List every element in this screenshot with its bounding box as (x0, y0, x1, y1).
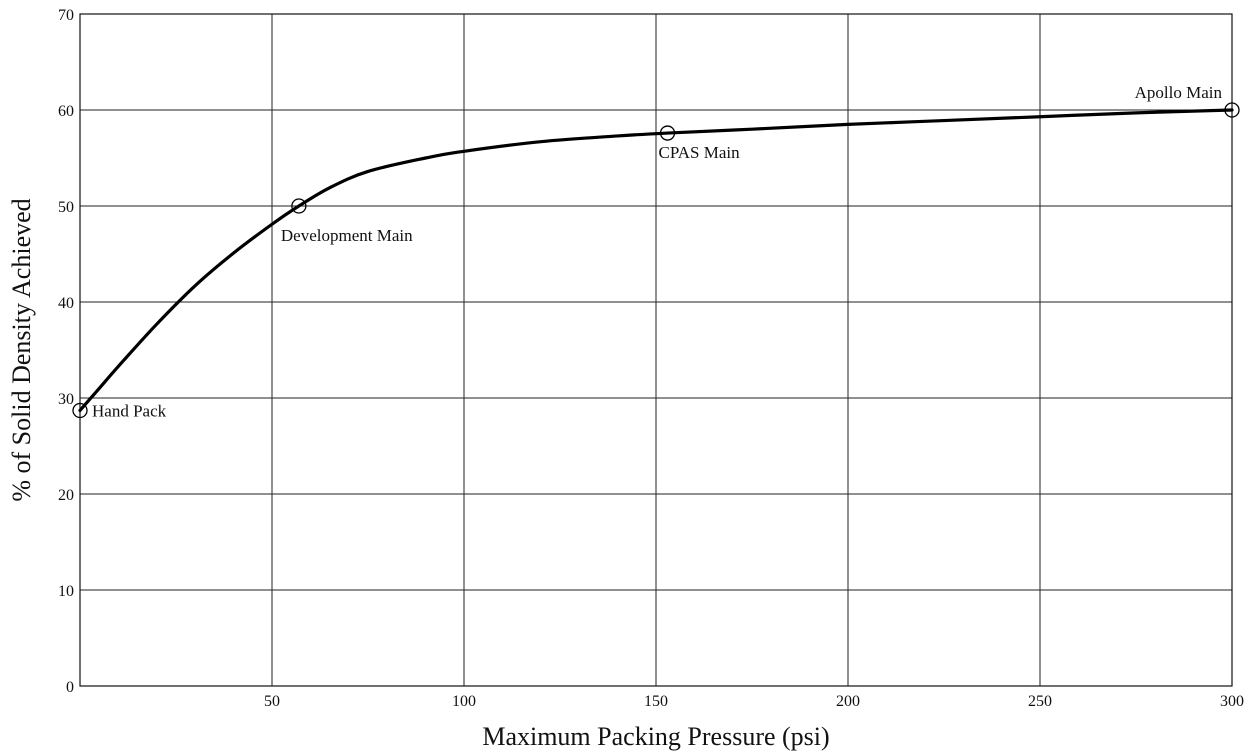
density-curve (78, 108, 1234, 413)
data-point-marker (1224, 102, 1240, 118)
x-tick-label: 250 (1028, 693, 1052, 710)
point-label: Development Main (281, 226, 413, 245)
y-tick-label: 60 (58, 103, 74, 120)
x-tick-label: 100 (452, 693, 476, 710)
data-point-marker (291, 198, 307, 214)
data-points: Hand Pack Development Main CPAS Main Apollo… (72, 83, 1240, 420)
y-tick-label: 50 (58, 199, 74, 216)
point-label: CPAS Main (659, 143, 741, 162)
x-tick-labels: 50 100 150 200 250 300 (264, 693, 1244, 710)
y-tick-label: 20 (58, 487, 74, 504)
x-tick-label: 50 (264, 693, 280, 710)
plot-frame (79, 13, 1233, 687)
y-tick-label: 30 (58, 391, 74, 408)
y-tick-labels: 0 10 20 30 40 50 60 70 (58, 7, 74, 696)
x-axis-label: Maximum Packing Pressure (psi) (482, 722, 829, 751)
point-label: Hand Pack (92, 401, 167, 420)
y-tick-label: 10 (58, 583, 74, 600)
y-axis-label: % of Solid Density Achieved (7, 198, 36, 501)
x-tick-label: 150 (644, 693, 668, 710)
y-tick-label: 40 (58, 295, 74, 312)
point-label: Apollo Main (1135, 83, 1223, 102)
data-point-marker (659, 125, 676, 141)
data-point-marker (72, 402, 88, 419)
x-tick-label: 200 (836, 693, 860, 710)
y-tick-label: 70 (58, 7, 74, 24)
y-tick-label: 0 (66, 679, 74, 696)
x-tick-label: 300 (1220, 693, 1244, 710)
